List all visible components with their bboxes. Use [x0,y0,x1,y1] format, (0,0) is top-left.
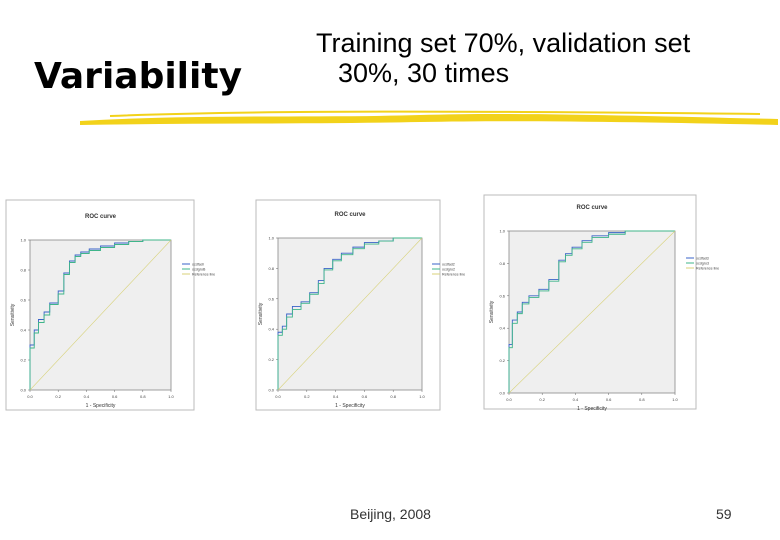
legend-label: ocdgro3 [696,262,709,266]
y-tick-label: 0.8 [20,268,26,273]
legend-label: Reference line [442,273,465,277]
x-tick-label: 0.6 [362,394,368,399]
rule-brushstroke-thin [109,110,761,117]
legend-label: ocdgro2 [442,268,455,272]
slide-title: Variability [34,56,243,97]
footer-text: Beijing, 2008 [350,506,431,522]
y-axis-label: Sensitivity [10,303,16,326]
page-number: 59 [716,506,732,522]
legend-label: Reference line [696,267,719,271]
x-tick-label: 0.0 [27,394,33,399]
chart-title: ROC curve [576,205,608,211]
y-tick-label: 0.0 [268,388,274,393]
x-tick-label: 0.2 [539,397,545,402]
y-axis-label: Sensitivity [489,300,495,323]
series-line-3 [29,239,172,391]
series-line-2 [277,237,422,390]
y-tick-label: 0.4 [20,328,26,333]
series-line-3 [508,230,676,394]
x-tick-label: 0.2 [304,394,310,399]
x-tick-label: 0.8 [639,397,645,402]
y-axis-label: Sensitivity [258,302,264,325]
x-tick-label: 0.4 [573,397,579,402]
y-tick-label: 1.0 [20,238,26,243]
y-tick-label: 1.0 [268,236,274,241]
y-tick-label: 0.0 [499,391,505,396]
x-tick-label: 1.0 [419,394,425,399]
x-axis-label: 1 - Specificity [86,403,116,409]
x-tick-label: 0.6 [606,397,612,402]
rule-brushstroke [80,113,778,125]
y-tick-label: 0.6 [268,296,274,301]
x-tick-label: 1.0 [168,394,174,399]
legend-label: ocdfad2 [442,263,455,267]
y-tick-label: 0.2 [499,358,505,363]
legend-label: ocdfadl [192,263,204,267]
y-tick-label: 0.0 [20,388,26,393]
roc-chart-3: ROC curve 0.0 0.2 0.4 0.6 0.8 1.0 0.0 0.2 0.4 0.6 0… [483,194,719,412]
legend-label: ocdgroB [192,268,206,272]
x-tick-label: 0.0 [275,394,281,399]
x-tick-label: 0.6 [112,394,118,399]
series-line-2 [508,230,675,393]
series-line-3 [277,237,423,391]
subtitle-line-2: 30%, 30 times [338,58,510,88]
y-tick-label: 0.4 [268,327,274,332]
y-tick-label: 0.4 [499,326,505,331]
chart-title: ROC curve [334,212,366,218]
y-tick-label: 0.2 [20,358,26,363]
x-tick-label: 0.4 [84,394,90,399]
x-tick-label: 0.2 [55,394,61,399]
roc-chart-2: ROC curve 0.0 0.2 0.4 0.6 0.8 1.0 0.0 0.2 0.4 0.6 0… [255,199,465,411]
y-tick-label: 0.8 [268,266,274,271]
x-tick-label: 0.8 [390,394,396,399]
y-tick-label: 0.6 [20,298,26,303]
x-tick-label: 0.4 [333,394,339,399]
legend-label: Reference line [192,273,215,277]
roc-chart-1: ROC curve 0.0 0.2 0.4 0.6 0.8 1.0 0.0 0.2 0.4 0.6 0… [5,199,215,411]
y-tick-label: 0.6 [499,293,505,298]
legend-label: ocdfad3 [696,257,709,261]
y-tick-label: 0.2 [268,357,274,362]
x-tick-label: 1.0 [672,397,678,402]
title-underline-rule [80,110,778,125]
x-axis-label: 1 - Specificity [335,403,365,409]
y-tick-label: 0.8 [499,261,505,266]
y-tick-label: 1.0 [499,229,505,234]
chart-title: ROC curve [85,214,117,220]
slide-subtitle: Training set 70%, validation set 30%, 30… [316,28,746,88]
x-axis-label: 1 - Specificity [577,406,607,412]
subtitle-line-1: Training set 70%, validation set [316,28,691,58]
series-line-2 [29,239,171,390]
x-tick-label: 0.8 [140,394,146,399]
x-tick-label: 0.0 [506,397,512,402]
